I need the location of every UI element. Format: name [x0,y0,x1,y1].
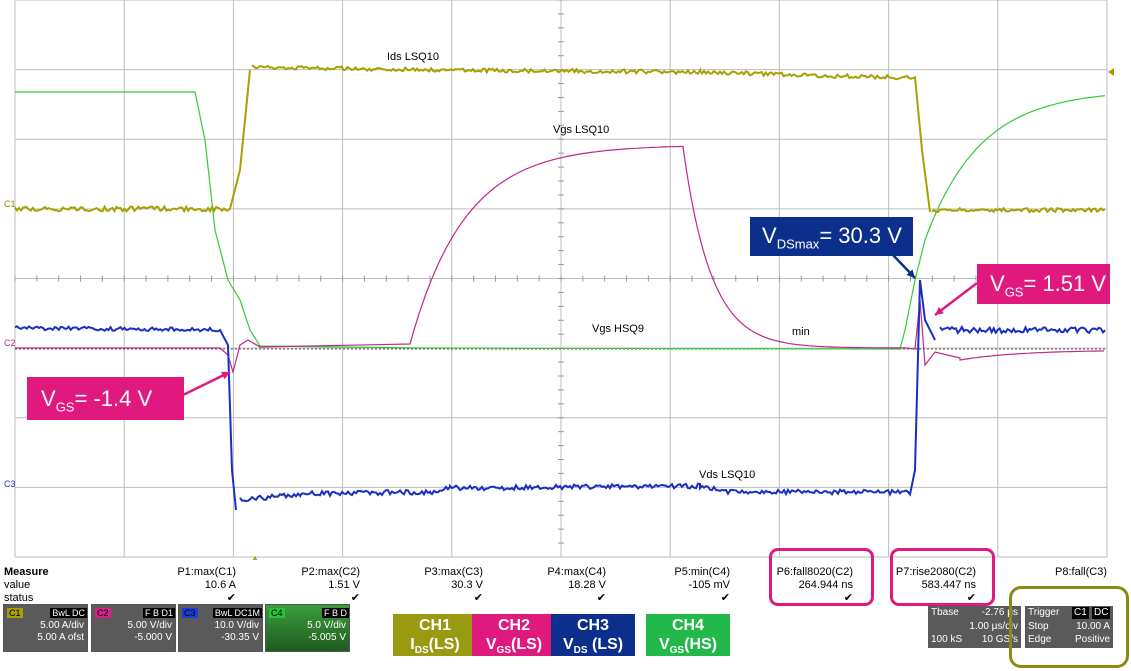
callout-vgs-positive: VGS= 1.51 V [977,264,1110,304]
channel-marker-c2: C2 [4,338,16,348]
channel-tags: F B D1 [143,608,175,618]
highlight-p7 [890,548,995,606]
channel-vdiv: 5.00 A/div [4,620,87,632]
measure-param-value: 30.3 V [451,579,483,591]
callout-vds-max: VDSmax= 30.3 V [750,217,913,256]
measure-param-name: P5:min(C4) [674,566,730,578]
trigger-level-marker [1108,68,1114,76]
measure-param-value: 18.28 V [568,579,606,591]
channel-offset: -30.35 V [179,632,262,644]
channel-descriptor-c3[interactable]: C3 BwL DC1M 10.0 V/div -30.35 V [178,604,263,652]
measure-param-name: P1:max(C1) [177,566,236,578]
measure-row-status: status [4,592,33,604]
measure-param-5[interactable]: P5:min(C4) -105 mV ✔ [610,566,730,605]
channel-offset: 5.00 A ofst [4,632,87,644]
measure-param-8[interactable]: P8:fall(C3) [987,566,1107,579]
legend-ch2: CH2 VGS(LS) [472,614,556,656]
legend-channel: CH4 [646,616,730,635]
timebase-panel[interactable]: Tbase -2.76 μs 1.00 μs/div 100 kS 10 GS/… [928,606,1021,648]
measure-param-value: 1.51 V [328,579,360,591]
status-check-icon: ✔ [486,592,606,605]
measure-param-4[interactable]: P4:max(C4) 18.28 V ✔ [486,566,606,605]
waveform-display[interactable] [0,0,1131,560]
measure-row-value: value [4,579,30,591]
channel-marker-c1: C1 [4,199,16,209]
trace-label-vgs-ls: Vgs LSQ10 [553,124,609,136]
measure-param-name: P4:max(C4) [547,566,606,578]
callout-vgs-negative: VGS= -1.4 V [27,377,184,420]
legend-ch3: CH3 VDS (LS) [551,614,635,656]
channel-id: C4 [269,608,285,618]
channel-descriptor-c2[interactable]: C2 F B D1 5.00 V/div -5.000 V [91,604,176,652]
channel-vdiv: 5.00 V/div [92,620,175,632]
channel-vdiv: 5.0 V/div [266,620,349,632]
measure-param-value: 10.6 A [205,579,236,591]
channel-vdiv: 10.0 V/div [179,620,262,632]
trace-label-vds: Vds LSQ10 [699,469,755,481]
highlight-trigger [1009,586,1129,668]
measure-param-name: P3:max(C3) [424,566,483,578]
channel-tags: F B D [322,608,349,618]
measure-param-1[interactable]: P1:max(C1) 10.6 A ✔ [116,566,236,605]
channel-descriptor-c4[interactable]: C4 F B D 5.0 V/div -5.005 V [265,604,350,652]
legend-channel: CH1 [393,616,477,635]
status-check-icon: ✔ [610,592,730,605]
highlight-p6 [769,548,874,606]
trace-ch2-vgs-ls [15,146,1104,372]
channel-tags: BwL DC1M [213,608,262,618]
trace-label-ids: Ids LSQ10 [387,51,439,63]
legend-ch4: CH4 VGS(HS) [646,614,730,656]
trace-label-min: min [792,326,810,338]
graticule-grid [15,0,1107,557]
channel-id: C2 [95,608,111,618]
channel-marker-c3: C3 [4,479,16,489]
channel-offset: -5.005 V [266,632,349,644]
status-check-icon: ✔ [363,592,483,605]
channel-offset: -5.000 V [92,632,175,644]
timebase-samples: 100 kS [931,634,962,646]
legend-channel: CH2 [472,616,556,635]
channel-tags: BwL DC [50,608,87,618]
measure-param-2[interactable]: P2:max(C2) 1.51 V ✔ [240,566,360,605]
channel-id: C1 [7,608,23,618]
legend-channel: CH3 [551,616,635,635]
measure-param-value: -105 mV [688,579,730,591]
measure-title: Measure [4,566,49,578]
timebase-label: Tbase [931,607,959,619]
measure-param-name: P2:max(C2) [301,566,360,578]
measure-param-name: P8:fall(C3) [1055,566,1107,578]
channel-descriptor-c1[interactable]: C1 BwL DC 5.00 A/div 5.00 A ofst [3,604,88,652]
measure-param-3[interactable]: P3:max(C3) 30.3 V ✔ [363,566,483,605]
legend-ch1: CH1 IDS(LS) [393,614,477,656]
trace-label-vgs-hs: Vgs HSQ9 [592,323,644,335]
channel-id: C3 [182,608,198,618]
